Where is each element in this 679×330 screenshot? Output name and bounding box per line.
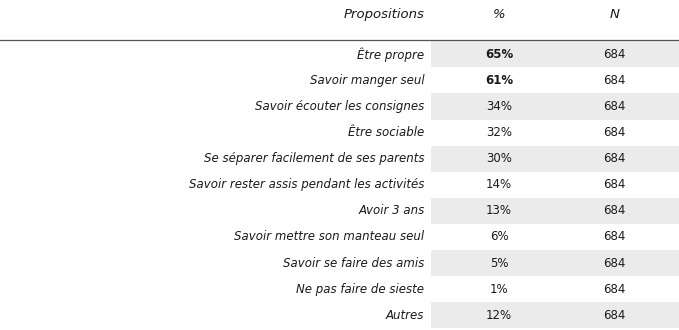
Text: %: % (493, 8, 505, 21)
Bar (431, 302, 679, 328)
Text: Avoir 3 ans: Avoir 3 ans (358, 204, 424, 217)
Text: 12%: 12% (486, 309, 512, 322)
Text: 1%: 1% (490, 283, 509, 296)
Text: 32%: 32% (486, 126, 512, 139)
Bar (431, 250, 679, 276)
Text: 5%: 5% (490, 257, 509, 270)
Text: 684: 684 (604, 283, 625, 296)
Text: Se séparer facilement de ses parents: Se séparer facilement de ses parents (204, 152, 424, 165)
Bar (431, 119, 679, 146)
Bar (431, 67, 679, 93)
Text: Être propre: Être propre (357, 47, 424, 62)
Text: 684: 684 (604, 48, 625, 61)
Text: Autres: Autres (386, 309, 424, 322)
Text: 6%: 6% (490, 230, 509, 244)
Text: 684: 684 (604, 178, 625, 191)
Text: 684: 684 (604, 126, 625, 139)
Text: Être sociable: Être sociable (348, 126, 424, 139)
Text: Ne pas faire de sieste: Ne pas faire de sieste (296, 283, 424, 296)
Bar (431, 224, 679, 250)
Text: N: N (610, 8, 619, 21)
Bar (431, 172, 679, 198)
Text: 65%: 65% (485, 48, 513, 61)
Bar (431, 146, 679, 172)
Text: 684: 684 (604, 230, 625, 244)
Text: 34%: 34% (486, 100, 512, 113)
Text: 684: 684 (604, 74, 625, 87)
Bar (431, 198, 679, 224)
Text: 61%: 61% (485, 74, 513, 87)
Text: Savoir écouter les consignes: Savoir écouter les consignes (255, 100, 424, 113)
Bar (431, 276, 679, 302)
Text: 684: 684 (604, 152, 625, 165)
Text: Savoir rester assis pendant les activités: Savoir rester assis pendant les activité… (189, 178, 424, 191)
Text: Savoir se faire des amis: Savoir se faire des amis (283, 257, 424, 270)
Text: 684: 684 (604, 309, 625, 322)
Text: 684: 684 (604, 100, 625, 113)
Text: 14%: 14% (486, 178, 512, 191)
Bar (431, 41, 679, 67)
Text: 13%: 13% (486, 204, 512, 217)
Text: Propositions: Propositions (344, 8, 424, 21)
Text: 30%: 30% (486, 152, 512, 165)
Text: 684: 684 (604, 257, 625, 270)
Bar (431, 93, 679, 119)
Text: Savoir mettre son manteau seul: Savoir mettre son manteau seul (234, 230, 424, 244)
Text: 684: 684 (604, 204, 625, 217)
Text: Savoir manger seul: Savoir manger seul (310, 74, 424, 87)
